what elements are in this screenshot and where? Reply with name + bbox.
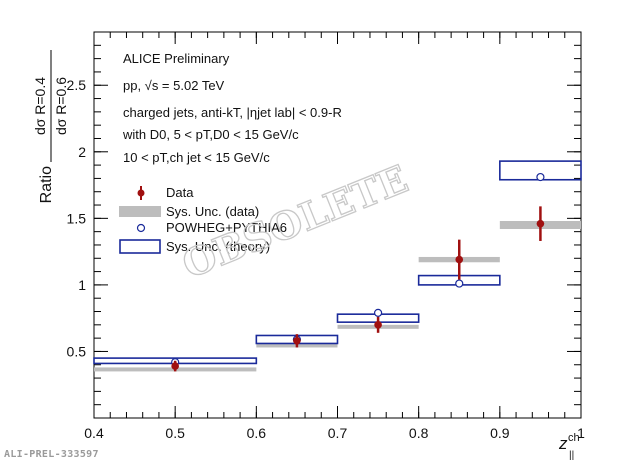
x-axis-label-sub: || — [569, 450, 574, 461]
annotation-line-5: 10 < pT,ch jet < 15 GeV/c — [123, 150, 270, 165]
axes-layer: 0.4 0.5 0.6 0.7 0.8 0.9 1 0.5 1 1.5 2 2.5 — [67, 32, 585, 441]
data-point — [374, 321, 382, 329]
x-axis-label-sup: ch — [568, 432, 580, 444]
data-layer — [93, 160, 582, 372]
y-tick-label: 1.5 — [67, 210, 87, 226]
y-axis-label: Ratio dσ R=0.4 dσ R=0.6 — [32, 50, 69, 203]
annotation-line-4: with D0, 5 < pT,D0 < 15 GeV/c — [122, 127, 299, 142]
y-axis-label-numerator: dσ R=0.4 — [32, 77, 48, 135]
legend-entry-powheg: POWHEG+PYTHIA6 — [166, 220, 287, 235]
y-axis-label-prefix: Ratio — [38, 166, 55, 203]
powheg-point — [373, 308, 383, 317]
x-axis-label-main: z — [558, 434, 568, 453]
legend-data-marker — [137, 189, 145, 197]
y-tick-label: 2 — [78, 144, 86, 160]
figure-id: ALI-PREL-333597 — [4, 449, 99, 460]
data-point — [293, 337, 301, 345]
y-tick-label: 1 — [78, 277, 86, 293]
legend-entry-sys-data: Sys. Unc. (data) — [166, 204, 259, 219]
x-tick-label: 0.6 — [247, 425, 267, 441]
y-tick-label: 0.5 — [67, 343, 87, 359]
legend-sys-data-swatch — [119, 206, 161, 217]
x-tick-label: 0.8 — [409, 425, 429, 441]
x-tick-label: 0.9 — [490, 425, 510, 441]
x-axis-label: z ch || — [558, 432, 580, 461]
data-point — [536, 219, 545, 228]
x-tick-label: 1 — [577, 425, 585, 441]
powheg-point — [536, 172, 545, 182]
annotation-line-2: pp, √s = 5.02 TeV — [123, 78, 225, 93]
legend-entry-sys-theory: Sys. Unc. (theory) — [166, 239, 270, 254]
x-tick-label: 0.4 — [84, 425, 104, 441]
legend-powheg-marker — [136, 223, 146, 233]
legend-entry-data: Data — [166, 185, 194, 200]
x-tick-label: 0.5 — [165, 425, 185, 441]
annotation-block: ALICE Preliminary pp, √s = 5.02 TeV char… — [122, 51, 342, 165]
annotation-line-1: ALICE Preliminary — [123, 51, 230, 66]
data-point — [171, 362, 179, 370]
y-axis-label-denominator: dσ R=0.6 — [53, 77, 69, 135]
powheg-point — [455, 279, 464, 288]
legend: Data Sys. Unc. (data) POWHEG+PYTHIA6 Sys… — [119, 185, 287, 254]
legend-sys-theory-swatch — [119, 239, 161, 254]
x-tick-label: 0.7 — [328, 425, 348, 441]
y-tick-label: 2.5 — [67, 77, 87, 93]
data-point — [455, 255, 464, 264]
annotation-line-3: charged jets, anti-kT, |ηjet lab| < 0.9-… — [123, 105, 342, 120]
